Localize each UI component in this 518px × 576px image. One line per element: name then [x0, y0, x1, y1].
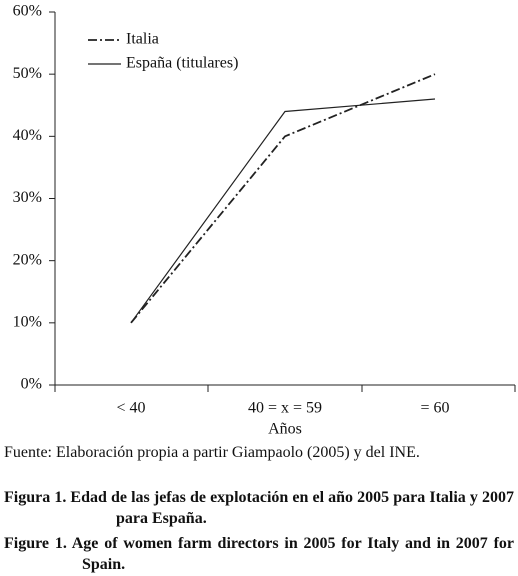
- y-tick-label: 0%: [21, 376, 42, 393]
- series-line: [130, 73, 436, 324]
- legend-label: Italia: [126, 31, 159, 48]
- x-tick-label: 40 = x = 59: [248, 400, 322, 417]
- x-axis-label: Años: [268, 421, 302, 438]
- source-note: Fuente: Elaboración propia a partir Giam…: [4, 444, 420, 461]
- series-line: [130, 98, 436, 324]
- legend-label: España (titulares): [126, 55, 238, 72]
- y-tick-label: 50%: [13, 65, 42, 82]
- caption: Figura 1. Edad de las jefas de explotaci…: [4, 489, 514, 527]
- y-tick-label: 40%: [13, 127, 42, 144]
- y-tick-label: 10%: [13, 314, 42, 331]
- caption: Figure 1. Age of women farm directors in…: [4, 535, 514, 573]
- x-tick-label: < 40: [116, 400, 145, 417]
- x-tick-label: = 60: [420, 400, 449, 417]
- chart: Años 0% 10% 20% 30% 40% 50% 60% < 40 40 = x = 59…: [13, 3, 516, 438]
- y-tick-label: 30%: [13, 189, 42, 206]
- y-tick-label: 60%: [13, 3, 42, 20]
- y-tick-label: 20%: [13, 251, 42, 268]
